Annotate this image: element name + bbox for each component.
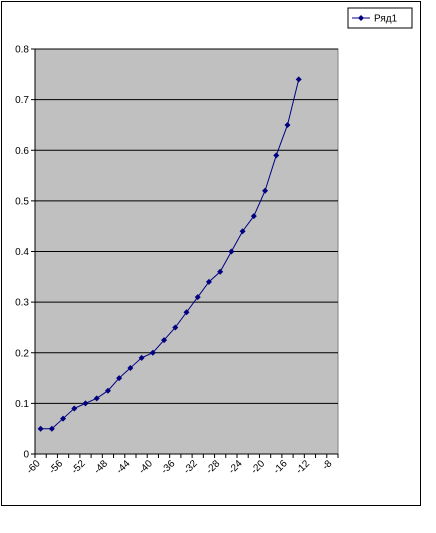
data-point (149, 349, 156, 356)
data-point (239, 228, 246, 235)
data-point (138, 354, 145, 361)
data-point (262, 187, 269, 194)
data-point (60, 415, 67, 422)
data-point (37, 425, 44, 432)
data-point (48, 425, 55, 432)
data-point (172, 324, 179, 331)
data-point (205, 278, 212, 285)
data-point (104, 387, 111, 394)
legend-label: Ряд1 (374, 14, 398, 25)
data-point (116, 375, 123, 382)
data-point (250, 213, 257, 220)
y-tick-label: 0.2 (15, 348, 29, 359)
data-point (194, 294, 201, 301)
y-tick-label: 0.1 (15, 399, 29, 410)
data-point (93, 395, 100, 402)
data-point (228, 248, 235, 255)
data-point (183, 309, 190, 316)
data-point (161, 337, 168, 344)
data-point (284, 121, 291, 128)
y-tick-label: 0 (23, 450, 29, 461)
data-point (71, 405, 78, 412)
y-tick-label: 0.3 (15, 298, 29, 309)
data-point (273, 152, 280, 159)
data-point (127, 364, 134, 371)
y-tick-label: 0.7 (15, 95, 29, 106)
y-tick-label: 0.6 (15, 146, 29, 157)
legend-marker (358, 15, 364, 21)
legend-box (347, 7, 413, 29)
data-point (217, 268, 224, 275)
data-point (82, 400, 89, 407)
data-point (295, 76, 302, 83)
y-tick-label: 0.5 (15, 196, 29, 207)
y-tick-label: 0.4 (15, 247, 29, 258)
y-tick-label: 0.8 (15, 45, 29, 56)
